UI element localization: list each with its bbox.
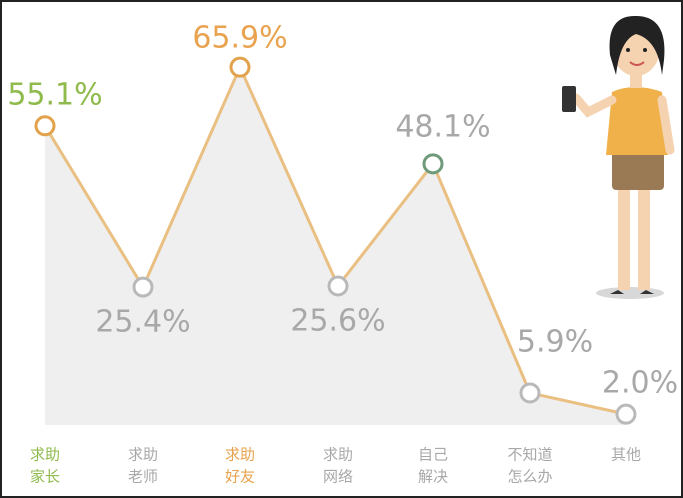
- x-tick-label: 自己: [418, 446, 448, 464]
- woman-illustration: [562, 15, 675, 299]
- marker: [34, 115, 56, 137]
- x-tick-label: 老师: [128, 468, 158, 486]
- x-tick-label: 网络: [323, 468, 353, 486]
- data-label: 55.1%: [7, 77, 102, 112]
- data-label: 25.4%: [95, 305, 190, 340]
- data-label: 2.0%: [602, 366, 678, 401]
- x-tick-label: 好友: [225, 468, 255, 486]
- x-tick-label: 其他: [611, 446, 641, 464]
- marker: [132, 276, 154, 298]
- data-label: 5.9%: [517, 324, 593, 359]
- x-tick-label: 怎么办: [507, 468, 552, 486]
- marker: [615, 403, 637, 425]
- area: [45, 67, 626, 426]
- marker: [229, 56, 251, 78]
- x-tick-label: 求助: [225, 446, 255, 464]
- x-tick-label: 求助: [323, 446, 353, 464]
- marker: [327, 275, 349, 297]
- x-tick-label: 求助: [128, 446, 158, 464]
- x-tick-label: 家长: [30, 468, 60, 486]
- data-label: 65.9%: [192, 21, 287, 56]
- marker: [519, 382, 541, 404]
- x-tick-label: 解决: [418, 468, 448, 486]
- x-tick-label: 求助: [30, 446, 60, 464]
- marker: [422, 153, 444, 175]
- data-label: 25.6%: [290, 303, 385, 338]
- data-label: 48.1%: [395, 109, 490, 144]
- x-tick-label: 不知道: [507, 446, 552, 464]
